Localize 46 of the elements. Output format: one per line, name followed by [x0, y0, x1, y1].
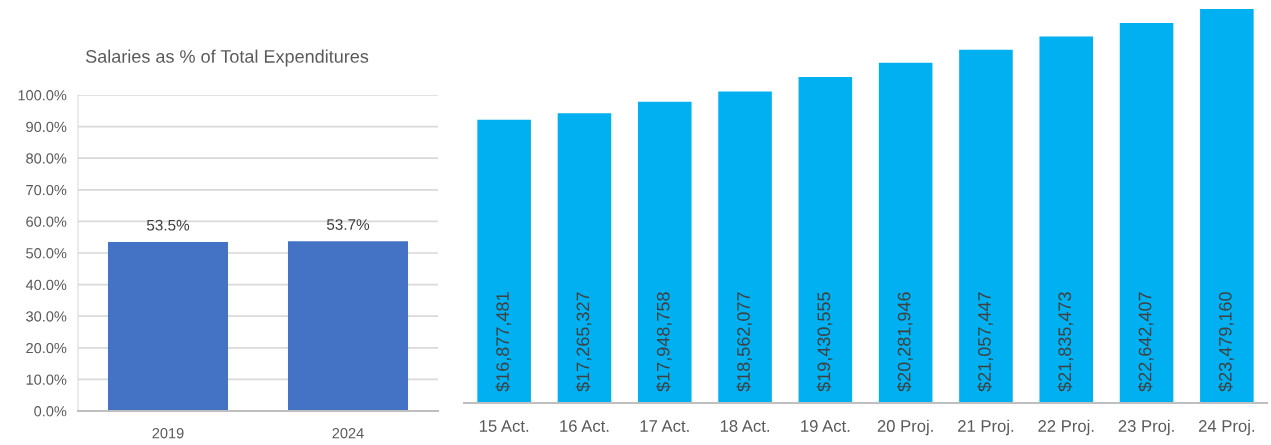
x-tick-label: 19 Act. [801, 420, 850, 432]
y-tick-label: 40.0% [25, 279, 67, 291]
bar [1039, 36, 1094, 403]
bar [1200, 9, 1254, 403]
data-label: 53.7% [326, 219, 370, 230]
x-tick-label: 15 Act. [479, 420, 529, 432]
data-label: $18,562,077 [736, 292, 753, 392]
x-tick-label: 24 Proj. [1198, 419, 1255, 436]
y-tick-label: 10.0% [26, 374, 67, 385]
bar [798, 76, 853, 403]
y-tick-label: 80.0% [26, 153, 67, 164]
y-tick-label: 100.0% [18, 90, 67, 101]
bar [557, 113, 612, 403]
data-label: $20,281,946 [896, 292, 913, 392]
x-tick-label: 20 Proj. [877, 419, 933, 436]
y-tick-label: 0.0% [34, 406, 67, 417]
x-tick-label: 16 Act. [560, 420, 609, 432]
data-label: $21,835,473 [1057, 292, 1074, 392]
bar [1119, 23, 1174, 403]
y-tick-label: 60.0% [26, 216, 67, 227]
bar [878, 62, 933, 403]
y-tick-label: 20.0% [26, 342, 67, 354]
bar [959, 49, 1013, 403]
y-tick-label: 50.0% [26, 248, 67, 259]
y-tick-label: 90.0% [26, 121, 67, 133]
x-tick-label: 23 Proj. [1118, 419, 1174, 436]
chart-title: Salaries as % of Total Expenditures [85, 49, 369, 67]
x-tick-label: 2024 [332, 428, 364, 439]
bar [637, 101, 692, 403]
x-tick-label: 21 Proj. [958, 419, 1014, 436]
data-label: $19,430,555 [816, 292, 833, 392]
data-label: 53.5% [146, 219, 190, 231]
x-tick-label: 2019 [152, 428, 184, 439]
x-tick-label: 17 Act. [640, 420, 689, 432]
x-tick-label: 18 Act. [720, 420, 770, 432]
x-tick-label: 22 Proj. [1038, 419, 1094, 436]
data-label: $17,948,758 [656, 292, 672, 392]
data-label: $21,057,447 [977, 292, 993, 392]
data-label: $22,642,407 [1137, 292, 1154, 392]
bar [477, 119, 531, 403]
y-tick-label: 70.0% [26, 184, 67, 196]
y-tick-label: 30.0% [26, 311, 67, 322]
bar [718, 91, 772, 403]
data-label: $17,265,327 [575, 292, 592, 392]
data-label: $23,479,160 [1218, 292, 1234, 392]
data-label: $16,877,481 [495, 292, 512, 392]
